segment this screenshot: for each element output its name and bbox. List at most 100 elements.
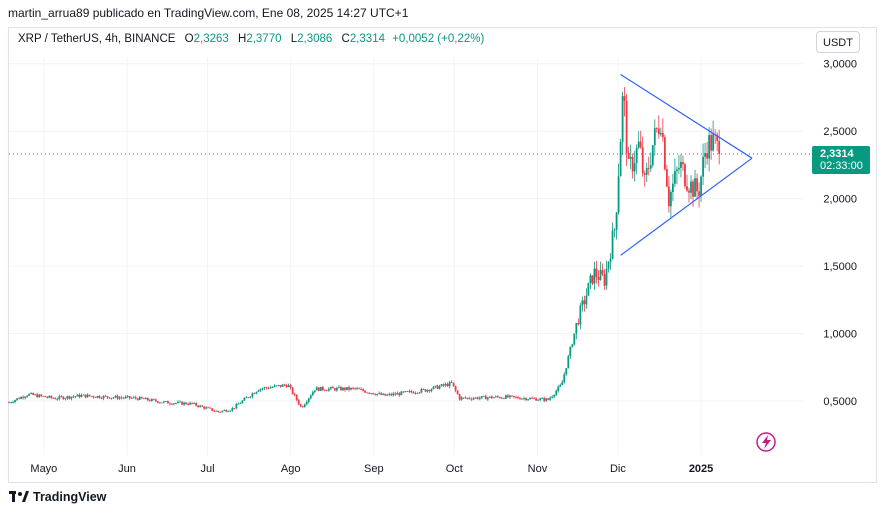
candle-body xyxy=(16,398,18,401)
candle-body xyxy=(213,410,216,412)
candle-body xyxy=(315,387,318,391)
candle-body xyxy=(305,401,308,405)
candle-body xyxy=(221,410,224,412)
candle-body xyxy=(690,181,692,193)
candle-body xyxy=(511,395,513,397)
price-badge-value: 2,3314 xyxy=(820,148,855,160)
candle-body xyxy=(112,397,115,399)
candle-body xyxy=(177,401,179,403)
candle-body xyxy=(62,396,65,400)
candle-body xyxy=(515,396,517,398)
candle-body xyxy=(633,163,636,172)
candle-body xyxy=(708,135,711,159)
candle-body xyxy=(631,156,634,172)
candle-body xyxy=(655,128,658,129)
candle-body xyxy=(191,402,193,404)
chart-frame[interactable] xyxy=(8,27,877,483)
candle-body xyxy=(100,397,103,399)
candle-body xyxy=(217,410,220,412)
candle-body xyxy=(54,398,57,400)
candle-body xyxy=(718,141,721,154)
candle-body xyxy=(490,396,493,399)
candle-body xyxy=(285,385,288,388)
tradingview-logo-icon xyxy=(9,491,29,502)
candle-body xyxy=(555,390,558,395)
candle-body xyxy=(579,305,582,325)
candle-body xyxy=(225,410,228,412)
footer-brand-label: TradingView xyxy=(33,490,107,504)
candle-body xyxy=(430,389,433,392)
footer-brand[interactable]: TradingView xyxy=(9,490,106,504)
candle-body xyxy=(78,394,81,398)
candle-body xyxy=(140,396,143,399)
candle-body xyxy=(410,390,413,393)
candle-body xyxy=(38,394,41,398)
candle-body xyxy=(543,397,546,401)
candle-body xyxy=(382,393,385,395)
x-tick-label: Ago xyxy=(281,463,301,475)
candle-body xyxy=(400,391,403,396)
candle-body xyxy=(609,258,612,262)
candle-body xyxy=(545,398,548,401)
candle-body xyxy=(657,128,660,135)
candle-body xyxy=(653,128,656,146)
candle-body xyxy=(541,397,544,399)
candle-body xyxy=(26,395,29,397)
candle-body xyxy=(615,212,618,230)
candle-body xyxy=(704,153,706,157)
candle-body xyxy=(46,397,49,398)
candle-body xyxy=(269,387,272,389)
candle-body xyxy=(478,397,481,399)
candle-body xyxy=(291,387,294,394)
x-tick-label: Nov xyxy=(528,463,548,475)
candle-body xyxy=(394,393,397,395)
candle-body xyxy=(505,395,507,399)
candle-body xyxy=(635,147,638,164)
candle-body xyxy=(692,181,694,197)
candle-body xyxy=(418,392,421,394)
candle-body xyxy=(203,406,206,409)
candle-body xyxy=(517,397,519,399)
candle-body xyxy=(249,396,252,398)
candle-body xyxy=(396,393,399,395)
candle-body xyxy=(199,405,202,407)
candle-body xyxy=(152,399,155,400)
candle-body xyxy=(309,395,312,399)
candle-body xyxy=(581,300,584,306)
candle-body xyxy=(36,394,39,398)
currency-button[interactable]: USDT xyxy=(816,31,860,53)
candle-body xyxy=(472,398,475,400)
lightning-icon[interactable] xyxy=(756,432,776,452)
candle-body xyxy=(599,269,602,280)
candle-body xyxy=(80,395,83,398)
candle-body xyxy=(40,394,43,396)
candle-body xyxy=(82,394,85,396)
candle-body xyxy=(211,408,214,411)
candle-body xyxy=(201,405,204,407)
candle-body xyxy=(122,397,125,399)
candle-body xyxy=(663,137,666,170)
candle-body xyxy=(277,385,280,386)
candle-body xyxy=(68,396,71,399)
candle-body xyxy=(476,397,479,399)
candle-body xyxy=(694,178,696,197)
candle-body xyxy=(674,171,676,184)
candle-body xyxy=(102,395,105,399)
candle-body xyxy=(14,400,16,403)
candle-body xyxy=(185,402,187,405)
price-badge-bg xyxy=(812,145,870,174)
candle-body xyxy=(625,101,628,153)
price-badge: 2,3314 02:33:00 xyxy=(812,145,870,174)
candle-body xyxy=(420,389,423,393)
candle-body xyxy=(434,385,437,387)
chart-legend: XRP / TetherUS, 4h, BINANCE O2,3263 H2,3… xyxy=(18,33,484,45)
candle-body xyxy=(209,407,212,409)
candle-body xyxy=(698,191,700,196)
candle-body xyxy=(716,134,719,142)
candle-body xyxy=(496,396,499,398)
candle-body xyxy=(346,387,348,390)
candle-body xyxy=(553,394,556,397)
candle-body xyxy=(384,393,387,396)
candle-body xyxy=(567,356,570,369)
